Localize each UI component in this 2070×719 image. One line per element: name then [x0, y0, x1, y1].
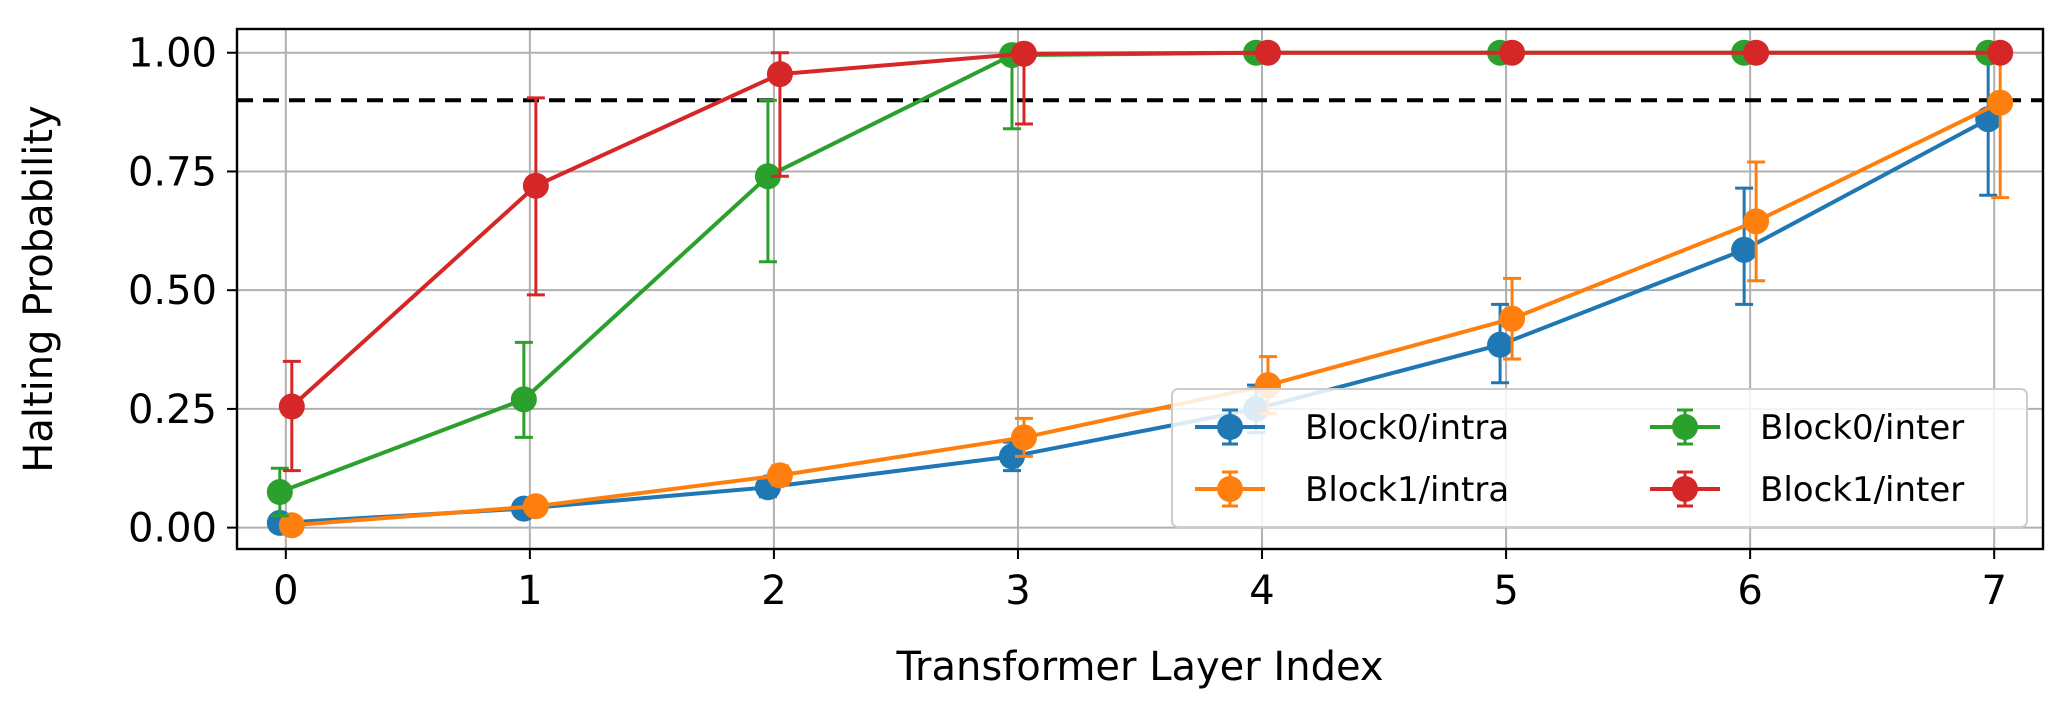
series-line	[291, 100, 2002, 528]
data-point	[766, 462, 793, 489]
data-point	[1731, 236, 1758, 263]
legend-entry: Block0/inter	[1650, 408, 1964, 448]
data-point	[1255, 39, 1282, 66]
y-tick-label: 0.25	[128, 387, 217, 433]
data-point	[522, 493, 549, 520]
data-point	[510, 386, 537, 413]
data-point	[1010, 40, 1037, 67]
data-point	[766, 61, 793, 88]
data-point	[522, 172, 549, 199]
legend-label: Block0/inter	[1760, 408, 1964, 448]
x-tick-label: 7	[1981, 568, 2006, 614]
y-tick-label: 0.50	[128, 268, 217, 314]
legend-label: Block1/intra	[1305, 470, 1509, 510]
x-tick-label: 3	[1005, 568, 1030, 614]
x-tick-label: 4	[1249, 568, 1274, 614]
x-axis-title: Transformer Layer Index	[895, 644, 1383, 690]
y-tick-label: 0.00	[128, 506, 217, 552]
series-line	[290, 50, 2001, 409]
legend: Block0/intra Block0/inter Block1/intra Bloc…	[1171, 388, 2028, 528]
series-block1-intra	[278, 53, 2014, 539]
data-point	[1743, 39, 1770, 66]
series-layer	[266, 39, 2014, 539]
plot-frame	[235, 27, 2045, 551]
x-tick-label: 6	[1737, 568, 1762, 614]
data-point	[754, 163, 781, 190]
x-tick-label: 2	[761, 568, 786, 614]
data-point	[1987, 39, 2014, 66]
legend-marker	[1217, 476, 1243, 502]
y-tick-label: 0.75	[128, 149, 217, 195]
y-axis-title: Halting Probability	[16, 105, 62, 472]
ticks: 0 1 2 3 4 5 6 7 0.00 0.25 0.50 0.75 1.00	[128, 31, 2007, 614]
legend-label: Block1/inter	[1760, 470, 1964, 510]
data-point	[278, 393, 305, 420]
legend-entry: Block0/intra	[1195, 408, 1509, 448]
data-point	[278, 512, 305, 539]
data-point	[1987, 89, 2014, 116]
series-line	[279, 117, 1990, 525]
legend-box	[1171, 388, 2028, 528]
data-point	[1487, 331, 1514, 358]
legend-marker	[1672, 414, 1698, 440]
x-tick-label: 1	[517, 568, 542, 614]
legend-marker	[1672, 476, 1698, 502]
x-tick-label: 0	[273, 568, 298, 614]
data-point	[1499, 39, 1526, 66]
x-tick-label: 5	[1493, 568, 1518, 614]
legend-entry: Block1/inter	[1650, 470, 1964, 510]
series-block1-inter	[278, 39, 2014, 473]
data-point	[266, 479, 293, 506]
data-point	[1010, 424, 1037, 451]
legend-marker	[1217, 414, 1243, 440]
data-point	[998, 443, 1025, 470]
y-tick-label: 1.00	[128, 31, 217, 77]
data-point	[1743, 208, 1770, 235]
data-point	[1499, 305, 1526, 332]
legend-entry: Block1/intra	[1195, 470, 1509, 510]
legend-label: Block0/intra	[1305, 408, 1509, 448]
